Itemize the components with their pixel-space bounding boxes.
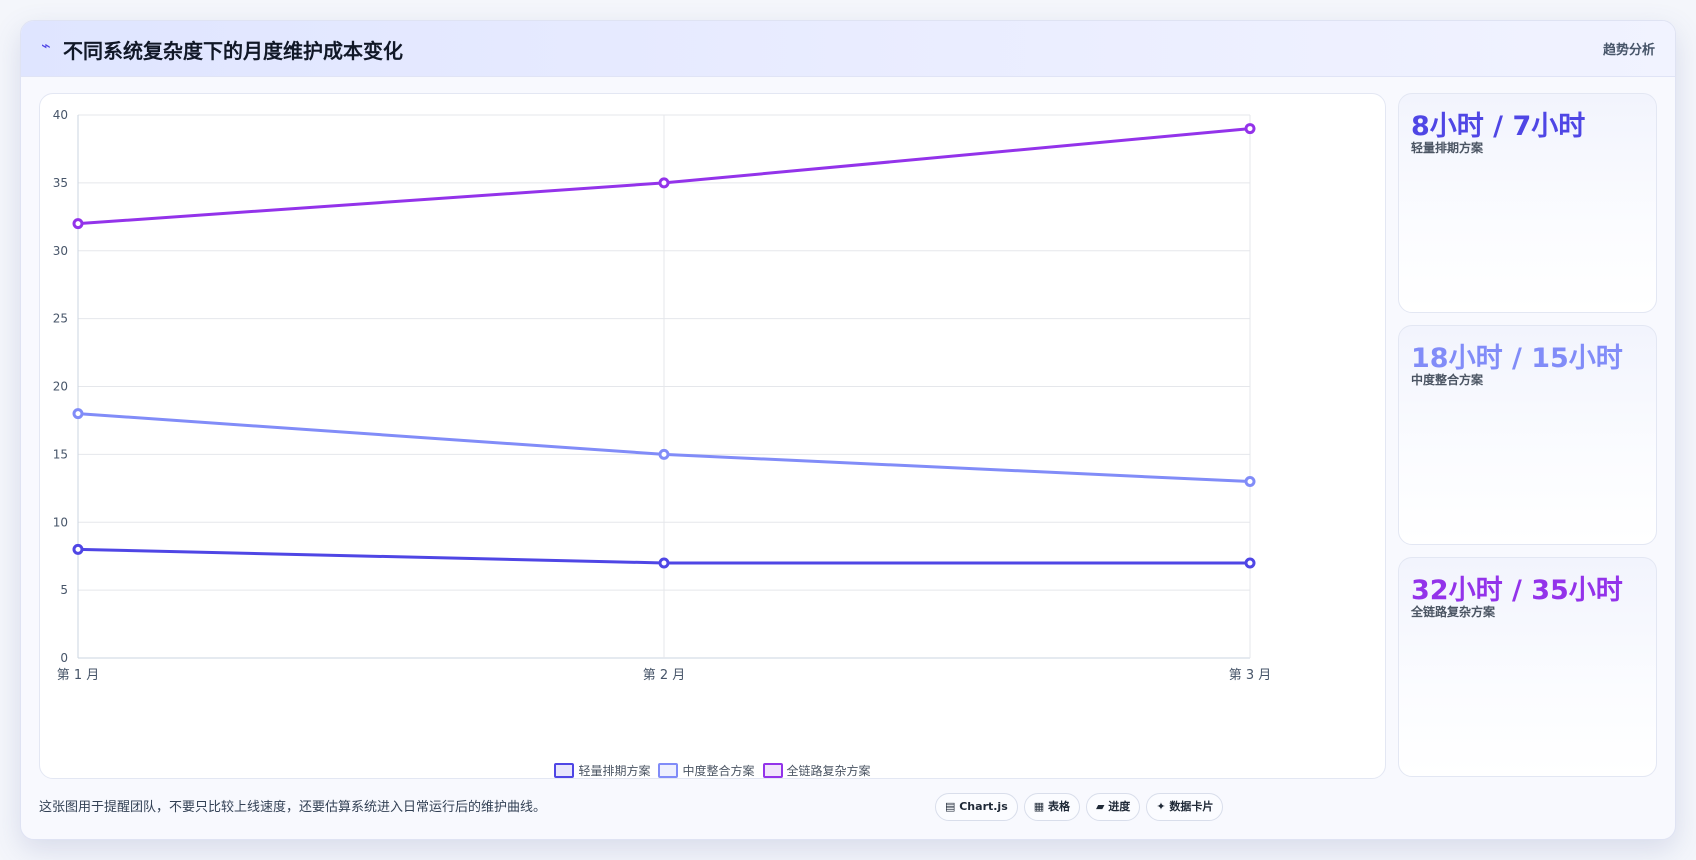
data-point — [658, 177, 670, 189]
data-point — [1244, 557, 1256, 569]
x-tick-label: 第 3 月 — [1229, 668, 1272, 683]
stat-value: 8小时 / 7小时 — [1411, 111, 1586, 142]
pill-label: Chart.js — [955, 800, 1008, 813]
y-tick-label: 40 — [53, 108, 68, 122]
stat-card: 32小时 / 35小时 全链路复杂方案 — [1398, 557, 1657, 777]
pill-icon: ▰ — [1096, 800, 1105, 813]
table-pill[interactable]: ▦ 表格 — [1023, 793, 1080, 821]
chart-icon: ⌁ — [41, 36, 51, 55]
legend-item[interactable]: 全链路复杂方案 — [762, 762, 871, 779]
stat-card: 18小时 / 15小时 中度整合方案 — [1398, 325, 1657, 545]
y-tick-label: 15 — [53, 447, 68, 461]
stat-value: 18小时 / 15小时 — [1411, 343, 1623, 374]
y-tick-label: 25 — [53, 312, 68, 326]
data-point — [72, 543, 84, 555]
data-point — [658, 448, 670, 460]
chart-panel: ⌁ 不同系统复杂度下的月度维护成本变化 趋势分析 0 5 10 15 20 25 30 35 4… — [20, 20, 1676, 840]
x-tick-label: 第 2 月 — [643, 668, 686, 683]
y-tick-label: 35 — [53, 176, 68, 190]
legend-item[interactable]: 轻量排期方案 — [554, 762, 650, 779]
y-tick-label: 0 — [60, 651, 68, 665]
pill-label: 数据卡片 — [1165, 800, 1214, 813]
pill-label: 进度 — [1104, 800, 1131, 813]
stat-card: 8小时 / 7小时 轻量排期方案 — [1398, 93, 1657, 313]
stat-value: 32小时 / 35小时 — [1411, 575, 1623, 606]
y-tick-label: 20 — [53, 380, 68, 394]
data-point — [1244, 123, 1256, 135]
data-card-pill[interactable]: ✦ 数据卡片 — [1146, 793, 1224, 821]
stat-label: 中度整合方案 — [1411, 373, 1484, 387]
pill-label: 表格 — [1044, 800, 1070, 813]
legend-label: 中度整合方案 — [682, 764, 755, 778]
chart-legend: 轻量排期方案 中度整合方案 全链路复杂方案 — [40, 762, 1385, 779]
y-tick-label: 10 — [53, 515, 68, 529]
stat-label: 轻量排期方案 — [1411, 141, 1484, 155]
chartjs-pill[interactable]: ▤ Chart.js — [935, 793, 1018, 821]
data-point — [1244, 476, 1256, 488]
legend-label: 轻量排期方案 — [578, 764, 651, 778]
stat-label: 全链路复杂方案 — [1411, 605, 1496, 619]
pill-icon: ▦ — [1033, 800, 1045, 813]
legend-item[interactable]: 中度整合方案 — [658, 762, 755, 779]
pill-icon: ▤ — [945, 800, 956, 813]
legend-swatch — [658, 763, 679, 778]
footnote: 这张图用于提醒团队，不要只比较上线速度，还要估算系统进入日常运行后的维护曲线。 — [39, 800, 547, 815]
pill-icon: ✦ — [1156, 800, 1166, 813]
chart-card: 0 5 10 15 20 25 30 35 40 第 1 月 第 2 月 第 3 月 轻量排期方案 中度… — [39, 93, 1386, 779]
y-tick-label: 30 — [53, 244, 68, 258]
data-point — [658, 557, 670, 569]
line-chart: 0 5 10 15 20 25 30 35 40 第 1 月 第 2 月 第 3 月 — [53, 108, 1272, 683]
y-tick-label: 5 — [60, 583, 68, 597]
progress-pill[interactable]: ▰ 进度 — [1086, 793, 1141, 821]
data-point — [72, 408, 84, 420]
page-title: 不同系统复杂度下的月度维护成本变化 — [63, 39, 403, 63]
legend-label: 全链路复杂方案 — [786, 764, 871, 778]
panel-header: ⌁ 不同系统复杂度下的月度维护成本变化 趋势分析 — [21, 21, 1675, 77]
data-point — [72, 218, 84, 230]
trend-analysis-tag: 趋势分析 — [1602, 43, 1655, 58]
legend-swatch — [554, 763, 575, 778]
x-tick-label: 第 1 月 — [57, 668, 100, 683]
feature-pills: ▤ Chart.js ▦ 表格 ▰ 进度 ✦ 数据卡片 — [935, 793, 1229, 821]
legend-swatch — [762, 763, 783, 778]
